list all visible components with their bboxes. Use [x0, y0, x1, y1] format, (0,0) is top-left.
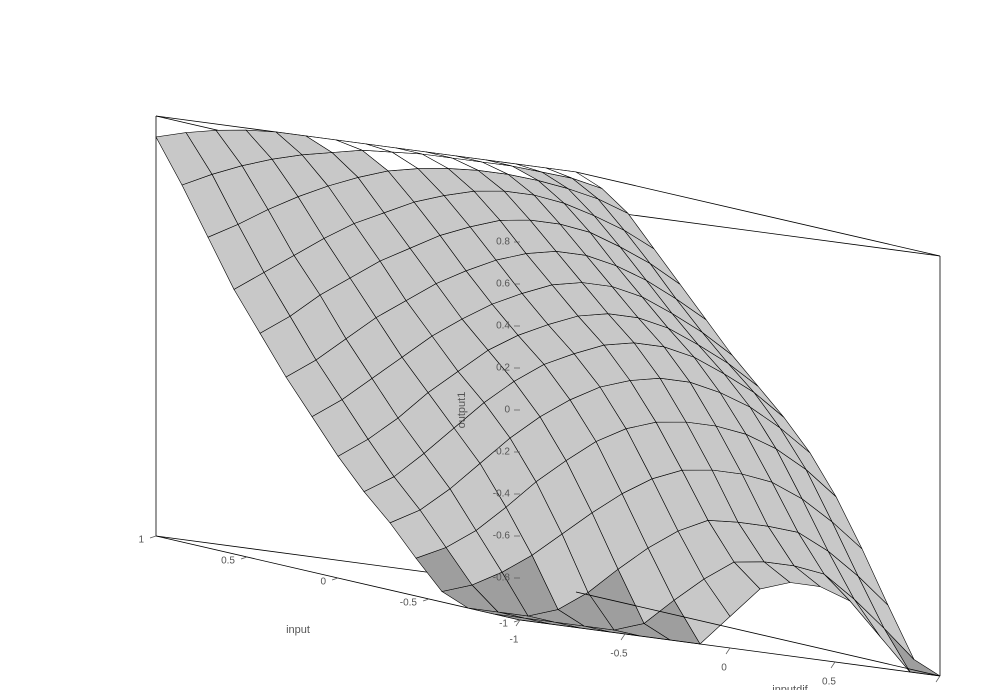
svg-text:-0.5: -0.5 [400, 598, 418, 609]
surface-mesh [156, 130, 940, 676]
svg-text:-0.5: -0.5 [610, 648, 628, 659]
svg-text:-0.6: -0.6 [493, 531, 511, 542]
z-axis-label: output1 [456, 392, 468, 429]
surface-plot-svg: -1-0.500.51-1-0.500.51-0.8-0.6-0.4-0.200… [0, 0, 1000, 690]
svg-text:-0.4: -0.4 [493, 489, 511, 500]
svg-text:-1: -1 [499, 619, 508, 630]
svg-text:0: 0 [721, 662, 727, 673]
x-axis-label: inputdif [772, 684, 808, 690]
svg-text:0: 0 [320, 577, 326, 588]
svg-text:0.2: 0.2 [496, 363, 510, 374]
svg-text:0.6: 0.6 [496, 279, 510, 290]
svg-text:0.4: 0.4 [496, 321, 510, 332]
svg-text:1: 1 [138, 535, 144, 546]
svg-text:0.8: 0.8 [496, 237, 510, 248]
svg-text:-0.8: -0.8 [493, 573, 511, 584]
svg-text:-0.2: -0.2 [493, 447, 511, 458]
y-axis-label: input [286, 624, 310, 636]
svg-text:-1: -1 [510, 634, 519, 645]
surface-chart: -1-0.500.51-1-0.500.51-0.8-0.6-0.4-0.200… [0, 0, 1000, 690]
svg-text:0.5: 0.5 [822, 676, 836, 687]
svg-text:0: 0 [504, 405, 510, 416]
svg-text:0.5: 0.5 [221, 556, 235, 567]
